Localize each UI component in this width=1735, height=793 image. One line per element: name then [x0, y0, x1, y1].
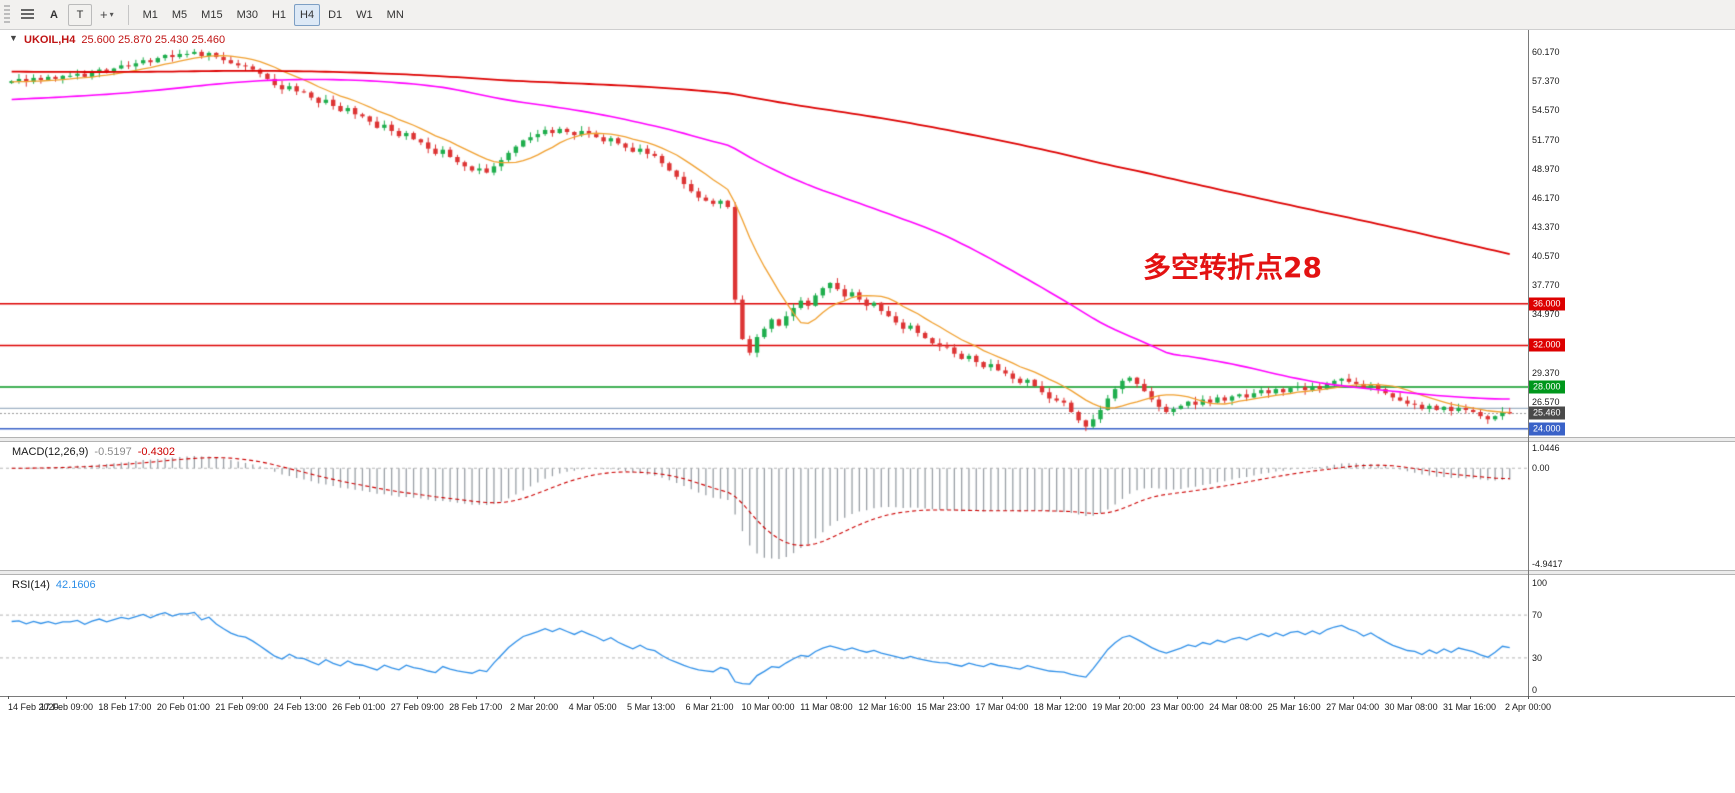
time-axis-label: 31 Mar 16:00 — [1443, 702, 1497, 712]
rsi-value: 42.1606 — [55, 579, 96, 591]
time-axis-label: 20 Feb 01:00 — [156, 702, 210, 712]
time-axis-label: 6 Mar 21:00 — [685, 702, 734, 712]
time-axis-line — [0, 696, 1735, 697]
tf-button-h1[interactable]: H1 — [266, 4, 292, 26]
time-axis-label: 2 Apr 00:00 — [1504, 702, 1552, 712]
macd-axis-label: 1.0446 — [1532, 443, 1560, 453]
time-axis-label: 19 Mar 20:00 — [1092, 702, 1146, 712]
annotation-tool-button[interactable]: A — [42, 4, 66, 26]
rsi-axis-label: 0 — [1532, 685, 1538, 695]
rsi-axis-label: 70 — [1532, 610, 1543, 621]
pane-splitter-main-macd[interactable] — [0, 437, 1735, 442]
price-axis-label: 34.970 — [1532, 309, 1560, 320]
macd-axis-label: -4.9417 — [1532, 559, 1563, 569]
price-axis-label: 43.370 — [1532, 222, 1560, 233]
price-axis-label: 29.370 — [1532, 367, 1560, 378]
price-axis-label: 40.570 — [1532, 251, 1560, 262]
price-level-badge: 28.000 — [1529, 380, 1565, 394]
chart-ohlc-label: 25.600 25.870 25.430 25.460 — [81, 34, 226, 46]
time-axis-label: 4 Mar 05:00 — [568, 702, 617, 712]
time-axis-label: 25 Mar 16:00 — [1267, 702, 1321, 712]
rsi-title: RSI(14) 42.1606 — [12, 579, 96, 591]
time-axis-label: 21 Feb 09:00 — [215, 702, 269, 712]
time-axis-label: 26 Feb 01:00 — [332, 702, 386, 712]
hamburger-icon — [21, 9, 34, 19]
tf-button-w1[interactable]: W1 — [350, 4, 379, 26]
top-toolbar: A T + ▾ M1 M5 M15 M30 H1 H4 D1 W1 MN — [0, 0, 1735, 30]
tf-button-h4[interactable]: H4 — [294, 3, 321, 26]
price-level-badge: 36.000 — [1529, 297, 1565, 311]
current-price-badge: 25.460 — [1529, 406, 1565, 420]
tf-button-m1[interactable]: M1 — [137, 4, 164, 26]
chevron-down-icon: ▾ — [109, 10, 114, 19]
time-axis-label: 14 Feb 2020 — [8, 702, 59, 712]
tf-button-m5[interactable]: M5 — [166, 4, 193, 26]
price-axis-label: 51.770 — [1532, 134, 1560, 145]
menu-icon[interactable] — [15, 4, 40, 26]
tf-button-mn[interactable]: MN — [381, 4, 410, 26]
time-axis-label: 18 Feb 17:00 — [98, 702, 152, 712]
time-axis-label: 23 Mar 00:00 — [1150, 702, 1204, 712]
price-axis-label: 57.370 — [1532, 76, 1560, 87]
chart-symbol-label: UKOIL,H4 — [24, 34, 76, 46]
macd-indicator-pane[interactable] — [0, 442, 1528, 570]
price-axis-label: 60.170 — [1532, 47, 1560, 58]
rsi-axis-label: 100 — [1532, 578, 1548, 588]
main-price-chart[interactable] — [0, 30, 1528, 437]
toolbar-grip[interactable] — [4, 4, 10, 25]
time-axis-label: 12 Mar 16:00 — [858, 702, 912, 712]
time-axis-label: 5 Mar 13:00 — [627, 702, 676, 712]
tf-button-m30[interactable]: M30 — [231, 4, 264, 26]
toolbar-separator — [127, 4, 129, 25]
chart-title: UKOIL,H4 25.600 25.870 25.430 25.460 — [24, 34, 225, 46]
one-click-trading-toggle[interactable]: ▼ — [9, 33, 18, 43]
price-axis-label: 26.570 — [1532, 396, 1560, 407]
price-axis-line — [1528, 30, 1529, 696]
time-axis-label: 2 Mar 20:00 — [510, 702, 559, 712]
crosshair-tool-button[interactable]: + ▾ — [94, 4, 120, 26]
macd-name-label: MACD(12,26,9) — [12, 446, 89, 458]
macd-axis-label: 0.00 — [1532, 463, 1550, 474]
pane-splitter-macd-rsi[interactable] — [0, 570, 1735, 575]
time-axis-label: 27 Mar 04:00 — [1326, 702, 1380, 712]
price-axis-label: 37.770 — [1532, 280, 1560, 291]
time-axis-label: 27 Feb 09:00 — [390, 702, 444, 712]
time-axis-label: 30 Mar 08:00 — [1384, 702, 1438, 712]
tf-button-m15[interactable]: M15 — [195, 4, 228, 26]
macd-title: MACD(12,26,9) -0.5197 -0.4302 — [12, 446, 175, 458]
time-axis-label: 24 Mar 08:00 — [1209, 702, 1263, 712]
time-axis-label: 11 Mar 08:00 — [800, 702, 853, 712]
chart-annotation-text: 多空转折点28 — [1143, 251, 1322, 284]
rsi-indicator-pane[interactable] — [0, 575, 1528, 696]
rsi-axis-label: 30 — [1532, 652, 1543, 663]
price-axis-label: 48.970 — [1532, 163, 1560, 174]
time-axis-label: 24 Feb 13:00 — [273, 702, 327, 712]
macd-main-value: -0.5197 — [94, 446, 132, 458]
tf-button-d1[interactable]: D1 — [322, 4, 348, 26]
text-tool-button[interactable]: T — [68, 3, 92, 26]
time-axis-label: 17 Mar 04:00 — [975, 702, 1029, 712]
time-axis-label: 28 Feb 17:00 — [449, 702, 503, 712]
macd-signal-value: -0.4302 — [137, 446, 176, 458]
time-axis-label: 10 Mar 00:00 — [741, 702, 795, 712]
time-axis-label: 18 Mar 12:00 — [1033, 702, 1087, 712]
crosshair-icon: + — [100, 7, 108, 22]
price-axis-label: 54.570 — [1532, 105, 1560, 116]
time-axis-label: 15 Mar 23:00 — [916, 702, 970, 712]
time-axis-label: 17 Feb 09:00 — [39, 702, 93, 712]
price-axis-label: 46.170 — [1532, 192, 1560, 203]
price-level-badge: 32.000 — [1529, 338, 1565, 352]
rsi-name-label: RSI(14) — [12, 579, 50, 591]
price-level-badge: 24.000 — [1529, 422, 1565, 436]
